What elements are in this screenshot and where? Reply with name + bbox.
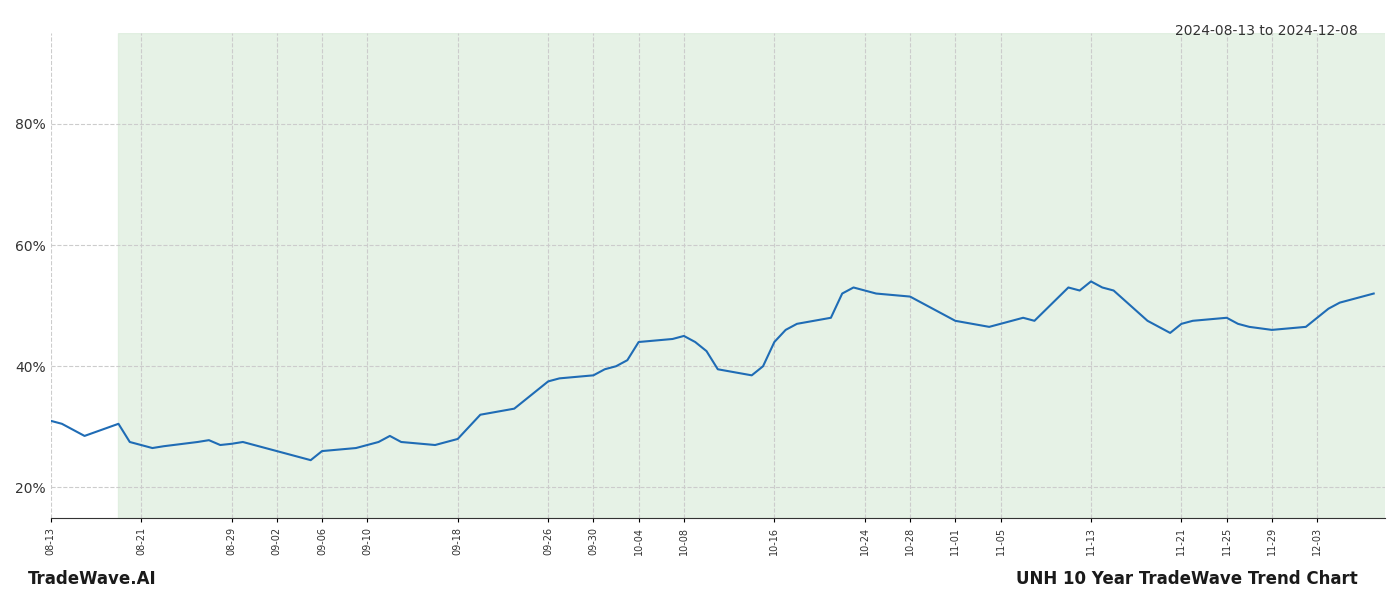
Bar — [119, 33, 1400, 518]
Text: TradeWave.AI: TradeWave.AI — [28, 570, 157, 588]
Text: UNH 10 Year TradeWave Trend Chart: UNH 10 Year TradeWave Trend Chart — [1016, 570, 1358, 588]
Text: 2024-08-13 to 2024-12-08: 2024-08-13 to 2024-12-08 — [1175, 24, 1358, 38]
